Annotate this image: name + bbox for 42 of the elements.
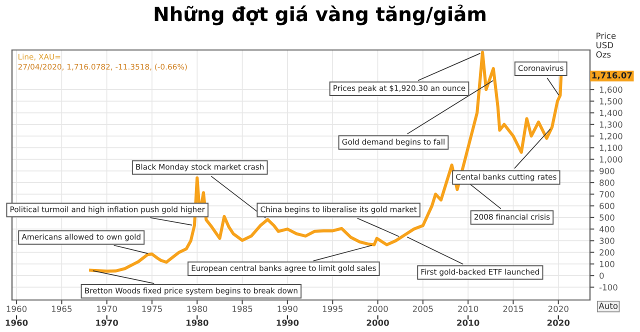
y-tick-label: 1,100	[600, 144, 622, 152]
text: 1,716.07	[592, 72, 632, 80]
y-axis-title: Price USD Ozs	[596, 32, 616, 58]
y-tick-label: 1,600	[600, 86, 622, 94]
x-tick-label: 1990	[278, 306, 298, 312]
y-tick-label: 100	[600, 260, 614, 268]
y-tick-label: -100	[599, 284, 618, 290]
x-tick-label: 1965	[52, 306, 72, 312]
x-tick-label: 2000	[368, 306, 388, 312]
chart-title: Những đợt giá vàng tăng/giảm	[154, 4, 486, 26]
x-tick-label: 1985	[232, 306, 252, 312]
y-tick-label: 800	[600, 180, 614, 186]
x-tick-label: 1975	[142, 306, 162, 312]
y-tick-label: 0	[600, 272, 604, 279]
x-tick-label: 2010	[458, 306, 478, 312]
y-tick-label: 200	[600, 249, 614, 256]
x2-tick-label: 1990	[276, 320, 299, 326]
y-tick-label: 600	[600, 202, 614, 210]
y-tick-label: 1,000	[600, 156, 622, 164]
x-tick-label: 1995	[322, 306, 342, 312]
x-tick-label: 1980	[187, 306, 208, 312]
x2-tick-label: 1960	[6, 320, 28, 326]
x-tick-label: 1970	[97, 306, 117, 312]
x2-tick-label: 2020	[547, 320, 570, 326]
x-tick-label: 2005	[412, 306, 433, 312]
text: Auto	[598, 302, 618, 309]
y-tick-label: 300	[600, 238, 614, 244]
x-tick-label: 2015	[503, 306, 524, 312]
y-tick-label: 900	[600, 168, 614, 174]
x2-tick-label: 2000	[366, 320, 389, 326]
x-tick-label: 2020	[548, 306, 568, 312]
x2-tick-label: 1980	[186, 320, 208, 326]
x-tick-label: 1960	[6, 306, 27, 312]
x2-tick-label: 1970	[96, 320, 118, 326]
y-tick-label: 1,400	[600, 110, 622, 117]
y-tick-label: 700	[600, 191, 614, 198]
y-tick-label: 400	[599, 226, 614, 232]
y-tick-label: 1,300	[600, 121, 622, 129]
y-tick-label: 1,500	[600, 98, 622, 106]
y-tick-label: 1,200	[600, 133, 622, 140]
x2-tick-label: 2010	[457, 320, 480, 326]
y-tick-label: 500	[600, 214, 614, 221]
